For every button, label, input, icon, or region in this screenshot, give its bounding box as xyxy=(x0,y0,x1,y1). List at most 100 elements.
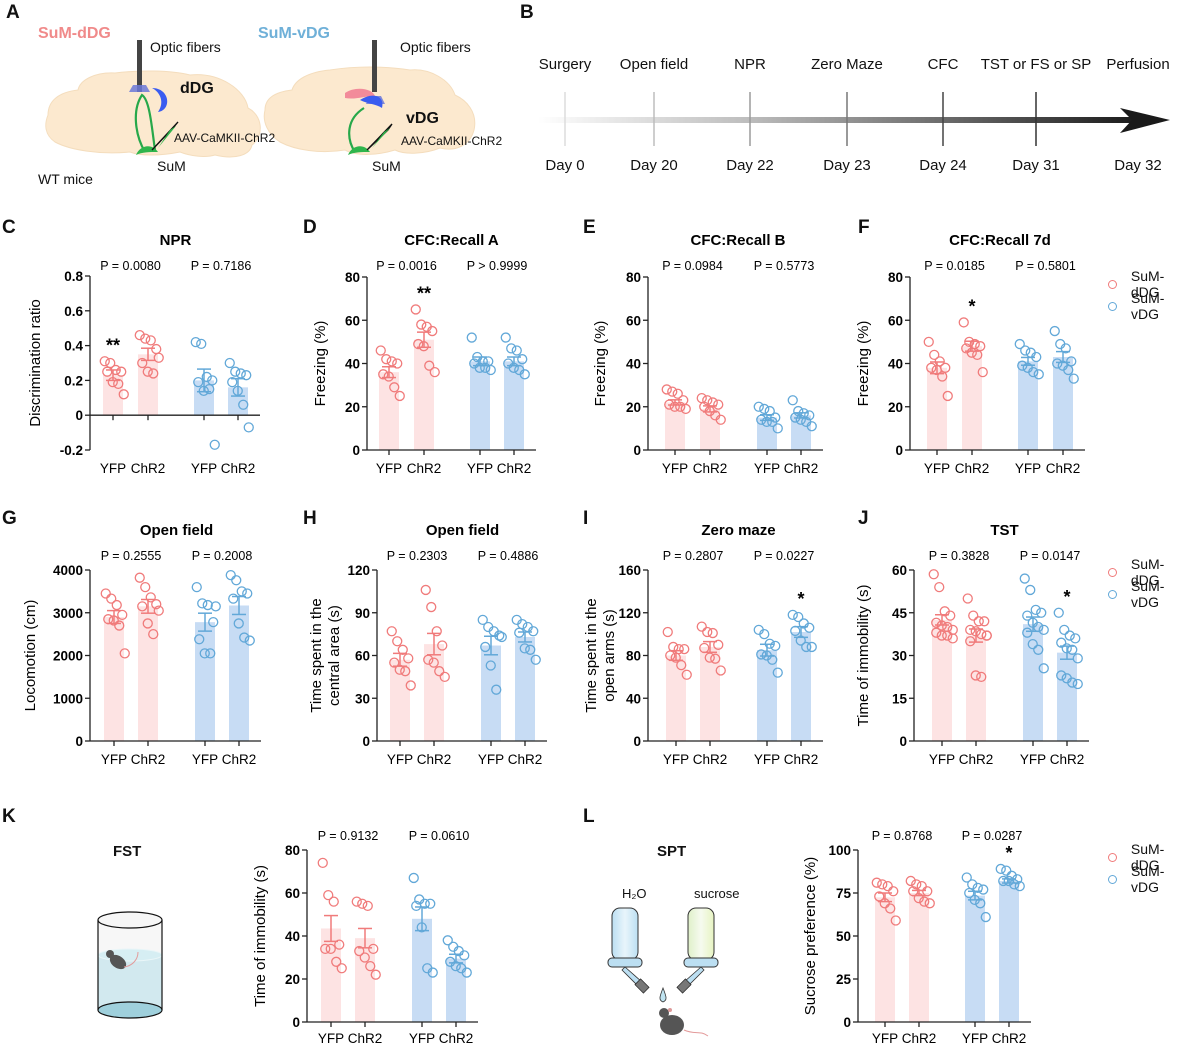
y-tick-label: 40 xyxy=(626,691,641,706)
data-point xyxy=(496,631,507,643)
dg-blob-left xyxy=(152,88,168,112)
data-point xyxy=(334,939,345,950)
brain-schematic xyxy=(45,40,476,158)
data-point xyxy=(1036,607,1047,618)
data-point xyxy=(964,887,975,899)
open-circle-red-icon xyxy=(1108,279,1117,289)
data-point xyxy=(148,368,159,379)
region-label-ddg: dDG xyxy=(180,80,214,97)
data-point xyxy=(947,633,958,644)
y-tick-label: 0 xyxy=(75,734,83,749)
chart-title: Open field xyxy=(426,522,499,539)
data-point xyxy=(1063,364,1074,376)
data-point xyxy=(480,641,491,653)
data-point xyxy=(922,886,933,897)
data-point xyxy=(320,943,331,955)
y-tick-label: 4000 xyxy=(53,563,83,578)
y-tick-label: 50 xyxy=(836,929,851,944)
bar xyxy=(999,880,1019,1022)
data-point xyxy=(675,401,686,412)
sum-left xyxy=(136,146,158,155)
data-point xyxy=(100,588,111,599)
y-tick-label: 3000 xyxy=(53,606,83,621)
x-tick-label: ChR2 xyxy=(1046,461,1081,476)
data-point xyxy=(672,388,683,399)
data-point xyxy=(885,903,896,914)
chart-cfc-recall-7d: CFC:Recall 7d P = 0.0185 P = 0.5801 0 20 40 60… xyxy=(855,232,1085,476)
y-tick-label: 0 xyxy=(843,1015,851,1030)
data-point xyxy=(328,896,339,907)
timeline-arrow xyxy=(538,92,1170,146)
mouse-icon xyxy=(659,1008,709,1037)
y-tick-label: 40 xyxy=(345,357,360,372)
data-point xyxy=(210,601,221,612)
region-label-vdg: vDG xyxy=(406,110,439,127)
data-point xyxy=(491,684,502,695)
y-tick-label: 20 xyxy=(345,400,360,415)
data-point xyxy=(1049,325,1060,337)
y-axis-label: Sucrose preference (%) xyxy=(802,857,819,1015)
data-point xyxy=(106,593,117,604)
x-tick-label: ChR2 xyxy=(955,461,990,476)
data-point xyxy=(756,649,767,660)
x-tick-label: YFP xyxy=(191,461,217,476)
bar xyxy=(504,361,524,450)
data-point xyxy=(420,584,431,596)
bar xyxy=(932,619,952,741)
timeline-day-label: Day 20 xyxy=(630,157,678,174)
data-point xyxy=(242,588,253,599)
sum-projection-left xyxy=(134,93,157,153)
data-point xyxy=(241,370,252,381)
timeline-day-label: Day 24 xyxy=(919,157,967,174)
data-point xyxy=(102,366,113,377)
data-point xyxy=(679,643,690,655)
data-point xyxy=(236,586,247,597)
bar xyxy=(1053,357,1073,450)
sum-right xyxy=(348,146,370,155)
significance-marker: ** xyxy=(417,283,431,303)
data-point xyxy=(233,618,244,629)
brain-outline-left xyxy=(45,70,261,158)
p-value-label: P = 0.8768 xyxy=(872,829,933,843)
data-point xyxy=(207,375,218,386)
panel-letter-i: I xyxy=(583,508,589,529)
data-point xyxy=(317,857,328,869)
data-point xyxy=(667,386,678,397)
y-axis-label: central area (s) xyxy=(326,605,343,706)
open-circle-blue-icon xyxy=(1108,874,1117,884)
data-point xyxy=(916,880,927,892)
data-point xyxy=(331,956,342,967)
data-point xyxy=(427,967,438,978)
data-point xyxy=(696,392,707,404)
data-point xyxy=(439,671,450,683)
data-point xyxy=(975,898,986,909)
data-point xyxy=(806,421,817,432)
data-point xyxy=(924,898,935,909)
y-tick-label: 160 xyxy=(618,563,641,578)
data-point xyxy=(1020,345,1031,356)
y-tick-label: 45 xyxy=(892,606,908,621)
chart-title: Zero maze xyxy=(701,522,775,539)
data-point xyxy=(151,343,162,355)
spt-title: SPT xyxy=(657,843,687,860)
data-point xyxy=(238,399,249,410)
y-axis-label: Time spent in the xyxy=(308,598,325,713)
y-tick-label: 60 xyxy=(345,313,360,328)
virus-label-right: AAV-CaMKII-ChR2 xyxy=(401,134,503,148)
data-point xyxy=(704,652,715,663)
data-point xyxy=(368,943,379,955)
data-point xyxy=(113,378,124,390)
timeline-event-label: Perfusion xyxy=(1106,56,1170,73)
panel-letter-a: A xyxy=(6,2,20,23)
y-tick-label: 60 xyxy=(626,313,641,328)
x-tick-label: ChR2 xyxy=(407,461,442,476)
bar xyxy=(875,897,895,1022)
data-point xyxy=(923,336,934,348)
data-point xyxy=(1033,369,1044,380)
legend-item-ddg: SuM-dDG xyxy=(1108,841,1192,873)
open-circle-blue-icon xyxy=(1108,301,1117,311)
data-point xyxy=(424,360,435,371)
data-point xyxy=(408,872,419,884)
x-tick-label: YFP xyxy=(376,461,402,476)
